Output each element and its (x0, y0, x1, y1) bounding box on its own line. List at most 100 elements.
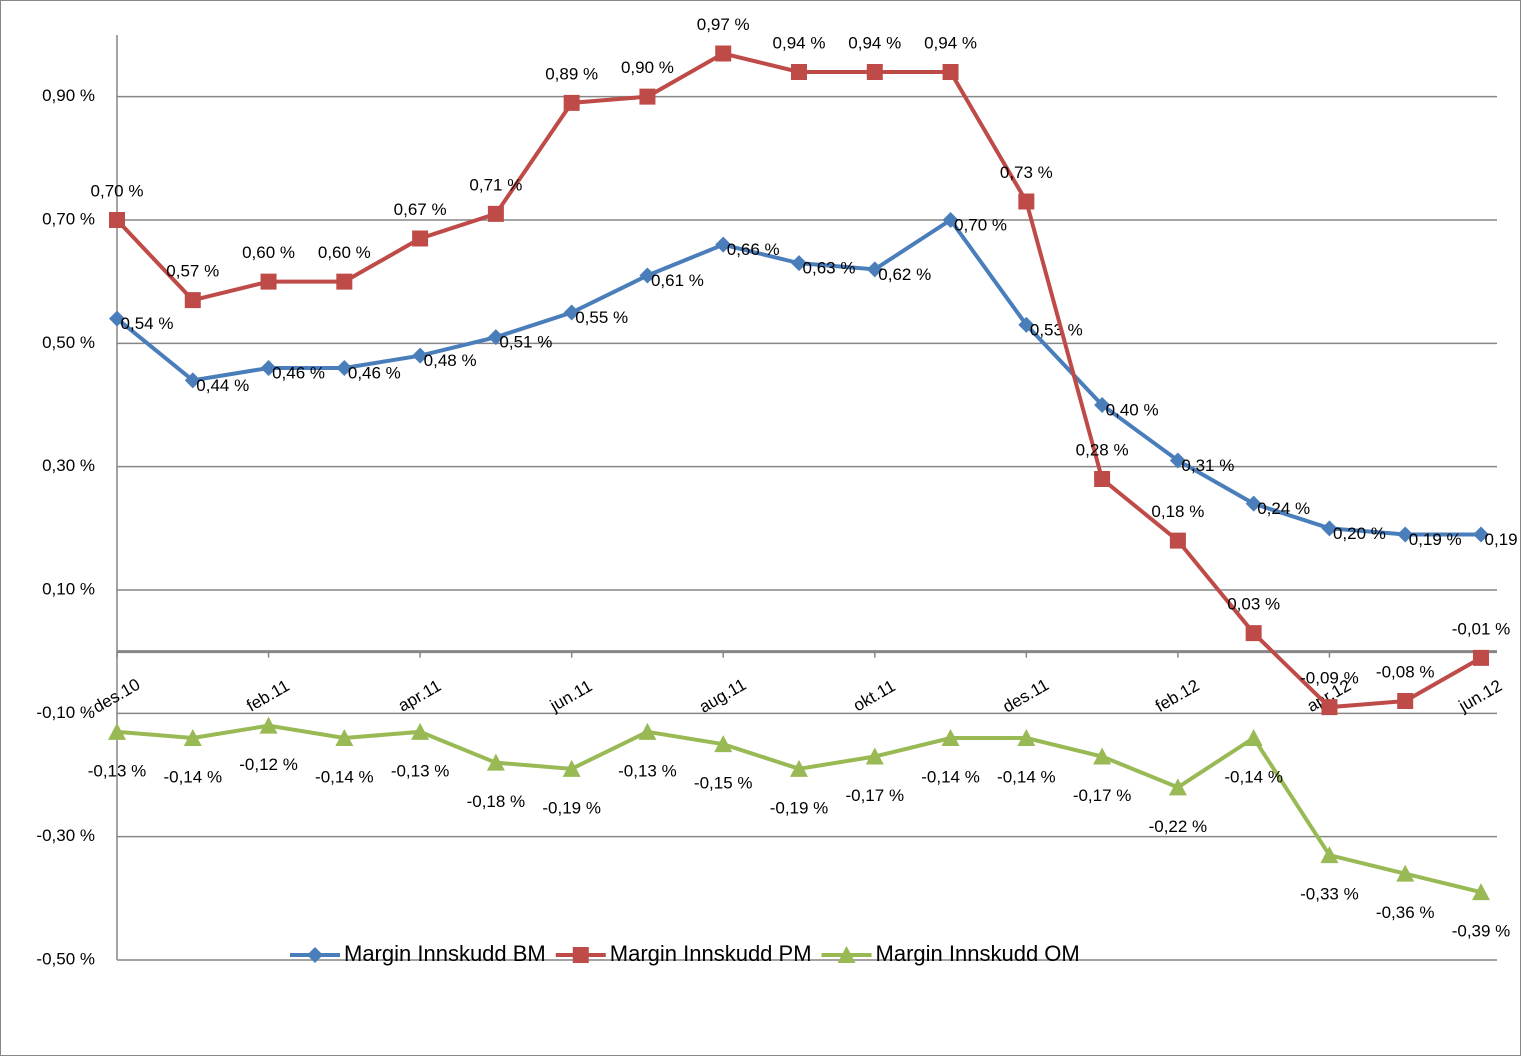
data-point (487, 205, 504, 222)
data-point (714, 735, 733, 753)
data-point (715, 236, 732, 253)
data-label: -0,39 % (1452, 922, 1511, 941)
data-label: 0,31 % (1181, 456, 1234, 475)
data-label: -0,01 % (1452, 619, 1511, 638)
data-label: 0,90 % (621, 58, 674, 77)
data-label: -0,12 % (239, 755, 298, 774)
data-label: 0,94 % (773, 33, 826, 52)
data-label: 0,28 % (1076, 440, 1129, 459)
data-point (1472, 883, 1490, 901)
data-label: 0,55 % (575, 308, 628, 327)
data-label: -0,17 % (1073, 786, 1132, 805)
data-point (1018, 193, 1035, 210)
data-label: 0,62 % (878, 265, 931, 284)
data-label: -0,14 % (1224, 767, 1283, 786)
data-label: 0,48 % (424, 351, 477, 370)
data-point (412, 230, 429, 247)
data-label: 0,53 % (1030, 320, 1083, 339)
y-tick-label: 0,50 % (42, 333, 95, 352)
data-label: 0,63 % (803, 259, 856, 278)
data-point (336, 360, 353, 376)
data-point (1093, 747, 1112, 765)
data-label: 0,18 % (1151, 502, 1204, 521)
data-point (109, 212, 125, 228)
data-point (865, 747, 884, 765)
data-point (1244, 729, 1263, 746)
data-point (108, 722, 126, 740)
data-point (1169, 532, 1186, 549)
data-label: -0,13 % (618, 761, 677, 780)
data-label: 0,60 % (318, 243, 371, 262)
data-label: -0,33 % (1300, 885, 1359, 904)
data-label: 0,40 % (1106, 400, 1159, 419)
data-point (411, 722, 430, 740)
data-label: 0,19 % (1485, 530, 1521, 549)
y-tick-label: 0,90 % (42, 86, 95, 105)
data-label: 0,73 % (1000, 163, 1053, 182)
data-point (1397, 526, 1414, 543)
data-label: 0,24 % (1257, 499, 1310, 518)
data-point (184, 292, 201, 309)
data-label: -0,09 % (1300, 669, 1359, 688)
data-point (486, 753, 505, 771)
data-point (260, 273, 277, 290)
data-label: 0,57 % (166, 262, 219, 281)
data-point (1473, 526, 1489, 543)
data-point (1245, 495, 1262, 512)
data-label: -0,14 % (997, 767, 1056, 786)
data-label: -0,22 % (1149, 817, 1208, 836)
data-point (866, 64, 883, 80)
y-tick-label: 0,30 % (42, 456, 95, 475)
data-point (790, 759, 808, 777)
data-label: 0,60 % (242, 243, 295, 262)
data-point (1018, 316, 1035, 333)
data-label: -0,08 % (1376, 662, 1435, 681)
data-point (941, 729, 960, 746)
data-label: -0,17 % (845, 786, 904, 805)
data-point (260, 360, 277, 376)
data-point (1094, 471, 1111, 487)
y-tick-label: 0,10 % (42, 579, 95, 598)
data-label: 0,44 % (196, 376, 249, 395)
legend-label: Margin Innskudd PM (610, 941, 812, 966)
data-point (791, 255, 807, 272)
data-label: 0,03 % (1227, 595, 1280, 614)
legend-marker (572, 947, 589, 963)
data-label: 0,46 % (272, 363, 325, 382)
data-label: 0,94 % (924, 33, 977, 52)
data-point (1245, 625, 1262, 642)
data-point (184, 372, 201, 389)
data-point (715, 45, 732, 62)
data-point (1320, 846, 1339, 864)
data-point (562, 759, 581, 777)
data-label: -0,15 % (694, 774, 753, 793)
data-label: 0,61 % (651, 271, 704, 290)
data-label: 0,66 % (727, 240, 780, 259)
data-point (259, 716, 278, 734)
data-point (1094, 397, 1111, 413)
data-point (1017, 729, 1036, 746)
data-label: 0,51 % (499, 333, 552, 352)
data-label: -0,14 % (315, 767, 374, 786)
data-label: 0,19 % (1409, 530, 1462, 549)
data-point (942, 212, 959, 228)
data-point (638, 722, 657, 740)
data-label: 0,94 % (848, 33, 901, 52)
y-tick-label: -0,50 % (36, 949, 95, 968)
data-label: -0,14 % (163, 767, 222, 786)
data-label: 0,54 % (121, 314, 174, 333)
legend-marker (837, 946, 856, 963)
data-point (563, 94, 580, 111)
legend-marker (307, 947, 323, 963)
data-point (942, 64, 959, 80)
data-point (487, 329, 504, 346)
legend-label: Margin Innskudd OM (876, 941, 1080, 966)
data-label: 0,20 % (1333, 524, 1386, 543)
data-point (639, 267, 656, 284)
data-point (109, 310, 125, 327)
y-tick-label: 0,70 % (42, 209, 95, 228)
legend-label: Margin Innskudd BM (344, 941, 546, 966)
data-label: -0,13 % (391, 761, 450, 780)
